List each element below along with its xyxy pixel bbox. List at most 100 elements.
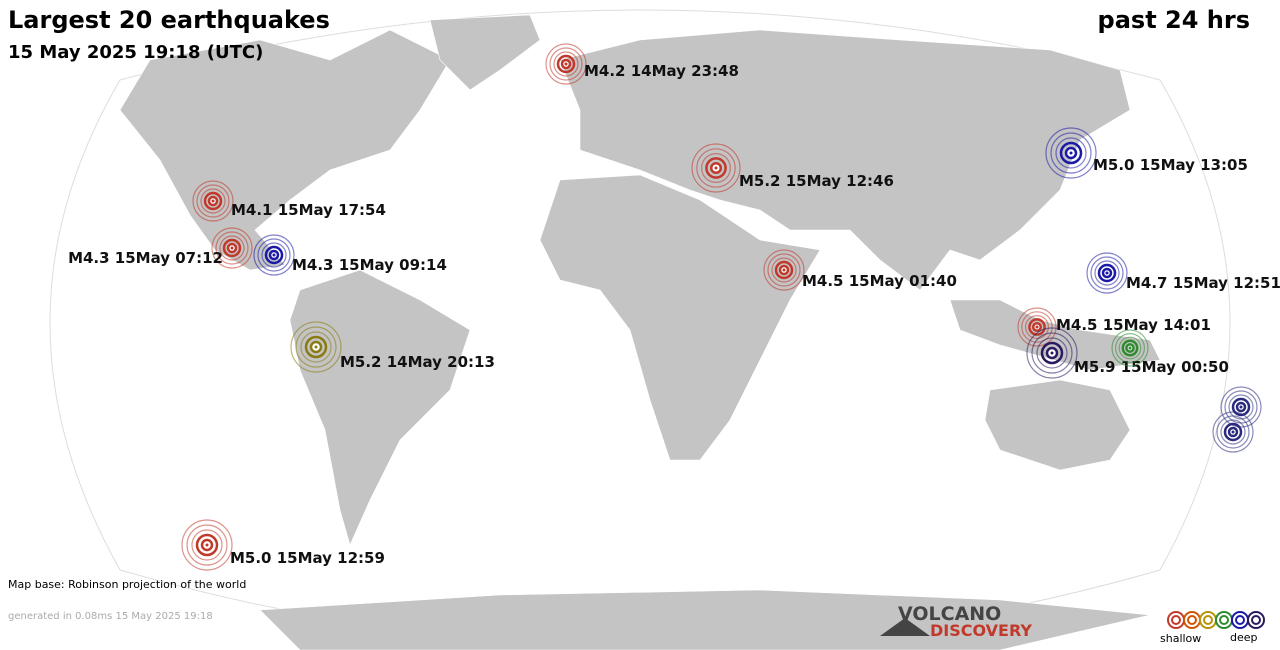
quake-ring xyxy=(556,54,576,74)
quake-ring xyxy=(691,143,741,193)
quake-center xyxy=(1105,271,1109,275)
quake-ring xyxy=(186,524,228,566)
quake-ring xyxy=(1050,132,1092,174)
quake-ring xyxy=(700,153,731,184)
quake-center xyxy=(211,199,215,203)
quake-center xyxy=(1231,430,1235,434)
quake-ring xyxy=(222,238,242,258)
quake-marker xyxy=(1212,411,1254,453)
quake-label: M4.5 15May 14:01 xyxy=(1056,316,1211,334)
quake-marker xyxy=(1017,307,1057,347)
quake-ring xyxy=(290,321,342,373)
period: past 24 hrs xyxy=(1098,6,1250,34)
quake-marker xyxy=(253,234,295,276)
quake-ring xyxy=(1026,327,1078,379)
legend-ring xyxy=(1235,615,1245,625)
quake-center xyxy=(272,253,276,257)
quake-ring xyxy=(1220,419,1246,445)
quake-center xyxy=(1035,325,1039,329)
quake-ring xyxy=(191,529,223,561)
quake-ring xyxy=(1059,141,1083,165)
legend-ring xyxy=(1247,611,1265,629)
legend-ring xyxy=(1203,615,1213,625)
quake-label: M4.3 15May 07:12 xyxy=(68,249,223,267)
globe-outline xyxy=(49,9,1231,646)
quake-ring xyxy=(1212,411,1254,453)
quake-ring xyxy=(192,180,234,222)
legend-ring xyxy=(1171,615,1181,625)
quake-ring xyxy=(1036,337,1068,369)
quake-ring xyxy=(549,47,583,81)
quake-ring xyxy=(200,188,226,214)
quake-marker xyxy=(1026,327,1078,379)
logo-line1: VOLCANO xyxy=(898,603,1001,625)
quake-ring xyxy=(253,234,295,276)
quake-marker xyxy=(691,143,741,193)
quake-ring xyxy=(196,184,230,218)
quake-ring xyxy=(1094,260,1120,286)
legend-ring xyxy=(1187,615,1197,625)
quake-marker xyxy=(763,249,805,291)
quake-ring xyxy=(261,242,287,268)
quake-ring xyxy=(1121,339,1139,357)
quake-ring xyxy=(304,335,328,359)
quake-center xyxy=(1050,351,1054,355)
quake-marker xyxy=(192,180,234,222)
quake-ring xyxy=(1086,252,1128,294)
quake-marker xyxy=(1086,252,1128,294)
quake-ring xyxy=(203,191,223,211)
quake-ring xyxy=(1021,311,1053,343)
quake-ring xyxy=(211,227,253,269)
quake-ring xyxy=(1220,386,1262,428)
legend-shallow: shallow xyxy=(1160,632,1201,645)
quake-ring xyxy=(195,533,219,557)
title: Largest 20 earthquakes xyxy=(8,6,330,34)
quake-marker xyxy=(545,43,587,85)
quake-center xyxy=(714,166,718,170)
quake-marker xyxy=(211,227,253,269)
quake-label: M4.2 14May 23:48 xyxy=(584,62,739,80)
quake-ring xyxy=(1017,307,1057,347)
quake-label: M5.0 15May 13:05 xyxy=(1093,156,1248,174)
quake-ring xyxy=(1228,394,1254,420)
quake-ring xyxy=(1216,415,1250,449)
quake-label: M5.9 15May 00:50 xyxy=(1074,358,1229,376)
quake-center xyxy=(1069,151,1073,155)
quake-ring xyxy=(1090,256,1124,290)
legend-deep: deep xyxy=(1230,631,1258,644)
quake-ring xyxy=(545,43,587,85)
logo-icon xyxy=(880,618,930,636)
quake-label: M5.2 14May 20:13 xyxy=(340,353,495,371)
quake-label: M5.2 15May 12:46 xyxy=(739,172,894,190)
quake-center xyxy=(230,246,234,250)
quake-ring xyxy=(181,519,233,571)
quake-center xyxy=(564,62,568,66)
quake-marker xyxy=(1220,386,1262,428)
quake-ring xyxy=(1045,127,1097,179)
quake-ring xyxy=(774,260,794,280)
quake-ring xyxy=(1118,336,1142,360)
quake-center xyxy=(314,345,318,349)
quake-label: M5.0 15May 12:59 xyxy=(230,549,385,567)
quake-ring xyxy=(553,51,579,77)
quake-label: M4.7 15May 12:51 xyxy=(1126,274,1280,292)
quake-ring xyxy=(1028,318,1046,336)
quake-ring xyxy=(763,249,805,291)
generated: generated in 0.08ms 15 May 2025 19:18 xyxy=(8,611,213,622)
landmasses xyxy=(119,14,1161,650)
quake-marker xyxy=(181,519,233,571)
legend-ring xyxy=(1251,615,1261,625)
quake-ring xyxy=(215,231,249,265)
quake-center xyxy=(1128,346,1132,350)
quake-marker xyxy=(1111,329,1149,367)
quake-ring xyxy=(219,235,245,261)
quake-ring xyxy=(1024,315,1049,340)
quake-ring xyxy=(1231,397,1251,417)
legend-ring xyxy=(1219,615,1229,625)
subtitle: 15 May 2025 19:18 (UTC) xyxy=(8,42,263,63)
quake-center xyxy=(782,268,786,272)
quake-ring xyxy=(1223,422,1243,442)
quake-ring xyxy=(1040,341,1064,365)
quake-marker xyxy=(290,321,342,373)
